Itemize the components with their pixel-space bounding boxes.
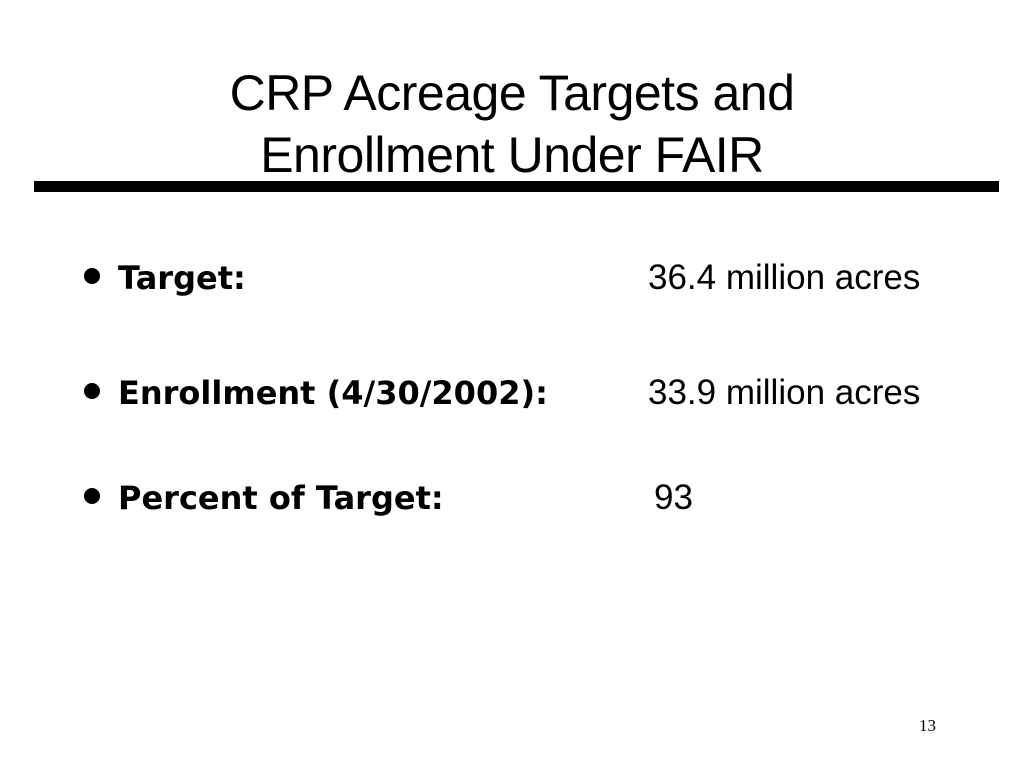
title-line-1: CRP Acreage Targets and [229, 64, 795, 121]
bullet-label: Target: [118, 259, 246, 297]
bullet-label: Enrollment (4/30/2002): [118, 374, 548, 412]
bullet-icon [84, 488, 100, 504]
title-divider [34, 181, 999, 192]
bullet-item-enrollment: Enrollment (4/30/2002): 33.9 million acr… [80, 371, 980, 415]
bullet-item-percent-of-target: Percent of Target: 93 [80, 476, 980, 520]
title-line-2: Enrollment Under FAIR [260, 126, 764, 183]
bullet-value: 93 [654, 478, 693, 517]
bullet-icon [84, 268, 100, 284]
bullet-icon [84, 383, 100, 399]
bullet-label: Percent of Target: [118, 479, 444, 517]
slide-title: CRP Acreage Targets and Enrollment Under… [40, 62, 984, 186]
bullet-value: 33.9 million acres [648, 373, 921, 412]
bullet-value: 36.4 million acres [648, 258, 921, 297]
bullet-item-target: Target: 36.4 million acres [80, 256, 980, 300]
page-number: 13 [919, 716, 936, 735]
